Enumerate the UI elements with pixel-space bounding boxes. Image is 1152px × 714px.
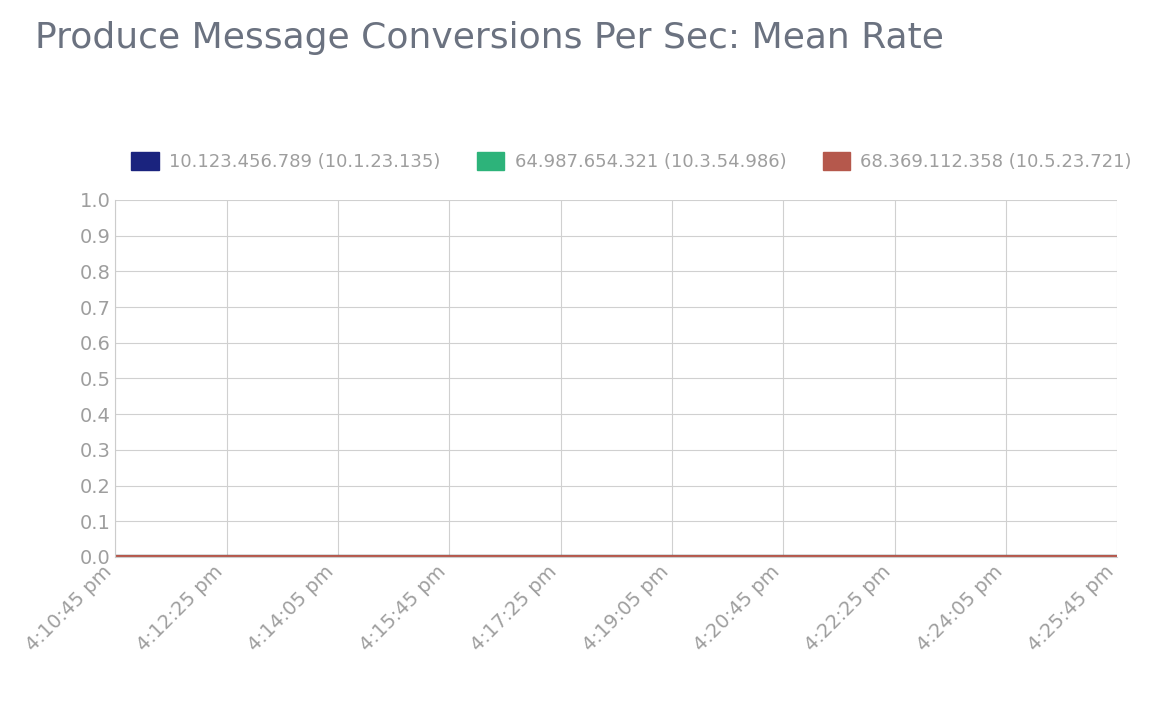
Legend: 10.123.456.789 (10.1.23.135), 64.987.654.321 (10.3.54.986), 68.369.112.358 (10.5: 10.123.456.789 (10.1.23.135), 64.987.654…	[124, 145, 1139, 178]
Text: Produce Message Conversions Per Sec: Mean Rate: Produce Message Conversions Per Sec: Mea…	[35, 21, 943, 56]
